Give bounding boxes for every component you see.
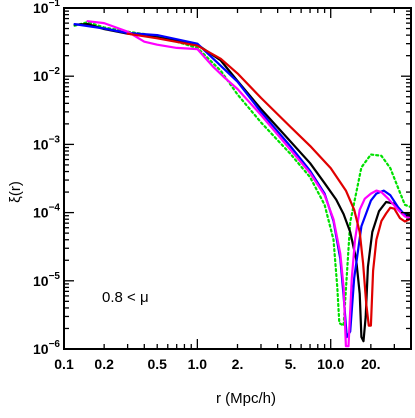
mu-range-annotation: 0.8 < μ (102, 289, 149, 306)
series-line-1 (73, 21, 411, 327)
series-line-5 (126, 32, 411, 327)
y-tick-label: 10−3 (33, 134, 60, 152)
tick-layer (63, 7, 412, 350)
x-tick-label: 2. (232, 356, 244, 372)
x-tick-label: 20. (361, 356, 380, 372)
x-axis-label: r (Mpc/h) (216, 390, 276, 407)
x-tick-label: 0.5 (147, 356, 167, 372)
label-layer: 0.1 0.2 0.5 1.0 2. 5. 10.0 20. 10−6 10−5 10−4 10−3 1… (33, 0, 381, 372)
x-tick-label: 0.2 (94, 356, 114, 372)
x-tick-label: 5. (285, 356, 297, 372)
y-tick-label: 10−6 (33, 339, 60, 357)
series-layer (73, 20, 411, 348)
x-tick-label: 1.0 (188, 356, 208, 372)
y-axis-label: ξ(r) (7, 181, 24, 203)
y-tick-label: 10−5 (33, 271, 60, 289)
y-tick-label: 10−4 (33, 203, 60, 221)
y-tick-label: 10−2 (33, 66, 60, 84)
series-line-4 (86, 20, 411, 348)
x-tick-label: 0.1 (54, 356, 74, 372)
x-tick-label: 10.0 (317, 356, 344, 372)
y-tick-label: 10−1 (33, 0, 60, 16)
